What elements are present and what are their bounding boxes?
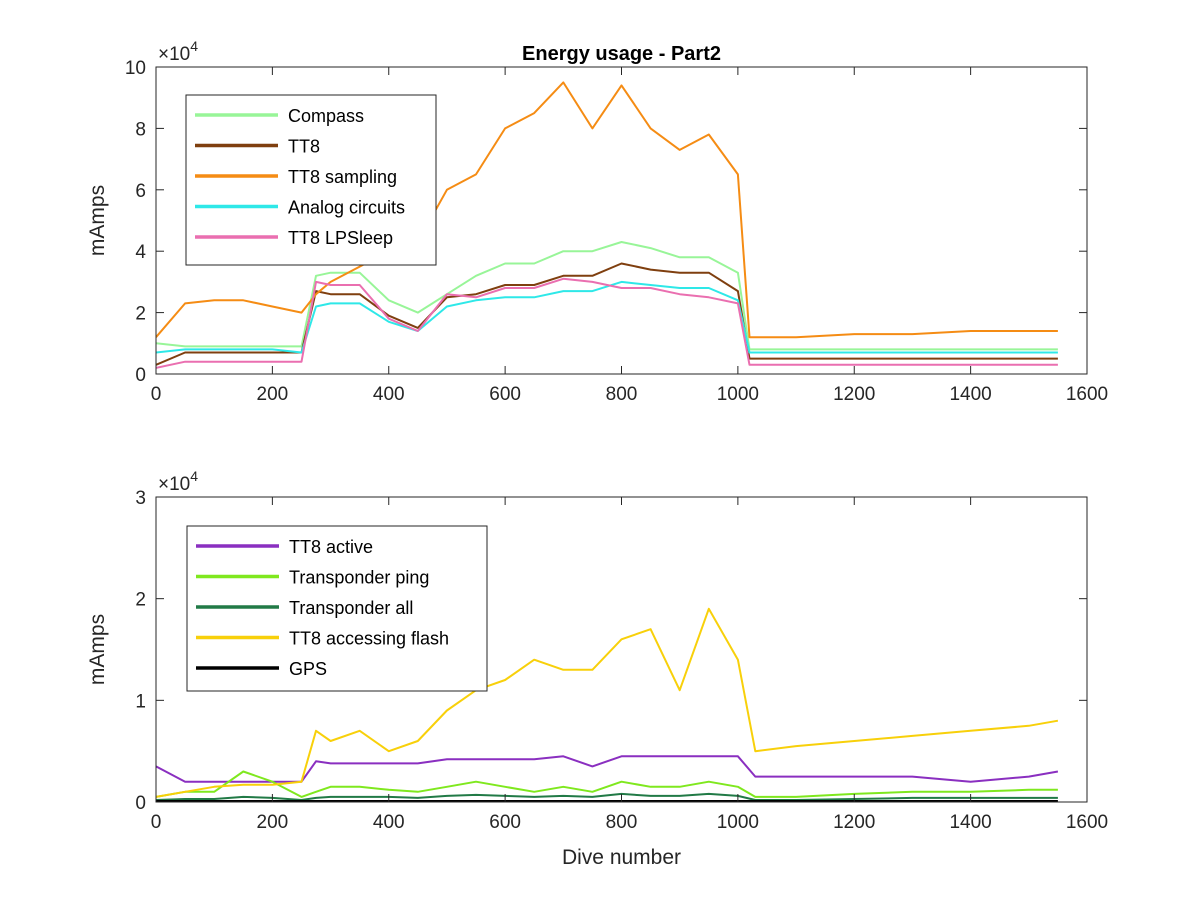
legend-label: Transponder all: [289, 598, 413, 618]
y-axis-label: mAmps: [86, 185, 109, 256]
x-axis-label: Dive number: [562, 846, 681, 869]
x-tick-label: 0: [151, 812, 162, 833]
legend-label: TT8 LPSleep: [288, 228, 393, 248]
x-tick-label: 1200: [833, 384, 875, 405]
legend-label: Transponder ping: [289, 568, 429, 588]
legend-label: Analog circuits: [288, 198, 405, 218]
x-tick-label: 200: [257, 384, 289, 405]
y-tick-label: 4: [135, 242, 146, 263]
y-tick-label: 3: [135, 488, 146, 509]
x-tick-label: 800: [606, 384, 638, 405]
x-tick-label: 1600: [1066, 384, 1108, 405]
legend-label: TT8 accessing flash: [289, 629, 449, 649]
x-tick-label: 400: [373, 384, 405, 405]
y-tick-label: 2: [135, 304, 146, 325]
exponent-base: ×10: [158, 44, 190, 65]
x-tick-label: 1200: [833, 812, 875, 833]
series-line-tt8-lpsleep: [156, 277, 1058, 369]
x-tick-label: 1400: [949, 384, 991, 405]
series-line-analog-circuits: [156, 280, 1058, 354]
series-line-tt8-sampling: [156, 81, 1058, 339]
exponent-base: ×10: [158, 474, 190, 495]
series-line-transponder-ping: [156, 770, 1058, 798]
exponent-power: 4: [190, 468, 198, 484]
chart-1: 0 200 400 600 800 1000 1200 1400 16000246810×104…: [86, 38, 1108, 405]
legend: Compass TT8 TT8 sampling Analog circuits TT8…: [185, 94, 437, 266]
legend-label: TT8: [288, 137, 320, 157]
x-tick-label: 600: [489, 812, 521, 833]
x-tick-label: 400: [373, 812, 405, 833]
y-tick-label: 0: [135, 365, 146, 386]
series-lines: [156, 607, 1059, 802]
chart-title: Energy usage - Part2: [522, 43, 721, 65]
legend: TT8 active Transponder ping Transponder al…: [186, 525, 488, 692]
x-tick-label: 1400: [949, 812, 991, 833]
y-tick-label: 6: [135, 181, 146, 202]
series-line-compass: [156, 241, 1058, 351]
exponent-power: 4: [190, 38, 198, 54]
y-tick-label: 1: [135, 691, 146, 712]
y-axis-label: mAmps: [86, 614, 109, 685]
series-lines: [156, 81, 1058, 369]
x-tick-label: 800: [606, 812, 638, 833]
series-line-tt8: [156, 262, 1058, 366]
legend-label: Compass: [288, 106, 364, 126]
x-tick-label: 200: [257, 812, 289, 833]
chart-2: 0 200 400 600 800 1000 1200 1400 1600 0 1 2 3 ×104 mAm…: [86, 468, 1108, 869]
legend-label: TT8 active: [289, 537, 373, 557]
legend-label: GPS: [289, 659, 327, 679]
y-exponent-label: ×104: [158, 38, 198, 65]
y-tick-label: 10: [125, 58, 146, 79]
y-tick-label: 0: [135, 793, 146, 814]
y-tick-label: 8: [135, 119, 146, 140]
y-exponent-label: ×104: [158, 468, 198, 495]
x-tick-label: 1000: [717, 384, 759, 405]
y-tick-label: 2: [135, 590, 146, 611]
x-tick-label: 600: [489, 384, 521, 405]
series-line-tt8-accessing-flash: [156, 607, 1059, 798]
legend-label: TT8 sampling: [288, 167, 397, 187]
x-tick-label: 1600: [1066, 812, 1108, 833]
series-line-transponder-all: [156, 792, 1058, 801]
x-tick-label: 1000: [717, 812, 759, 833]
x-tick-label: 0: [151, 384, 162, 405]
